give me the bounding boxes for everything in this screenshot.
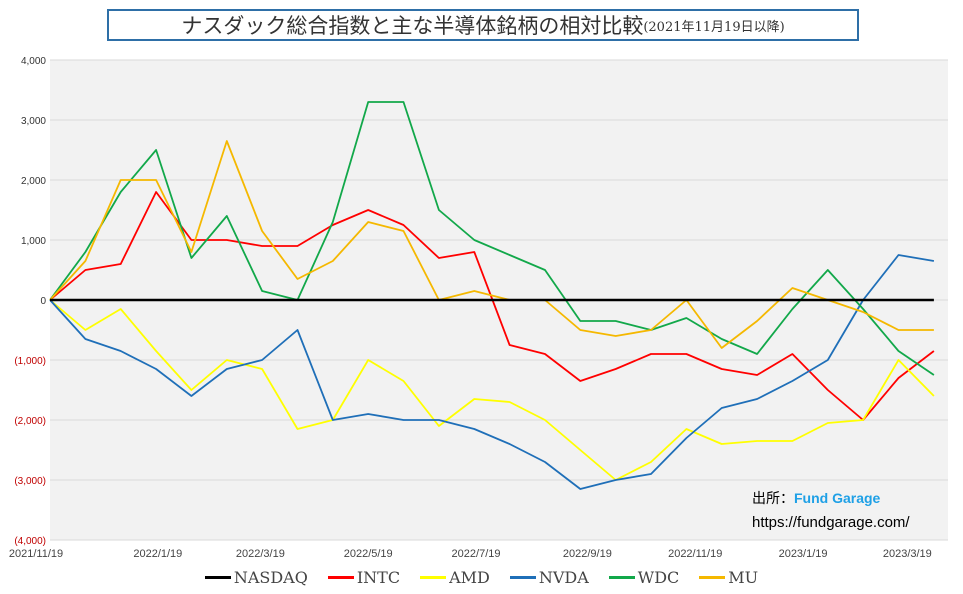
legend-item-intc: INTC [327,568,401,587]
series-line-intc [49,191,935,421]
series-line-mu [49,140,934,349]
chart-subtitle: (2021年11月19日以降) [643,19,785,35]
y-tick-label: 2,000 [21,176,46,187]
x-tick-label: 2022/5/19 [344,548,393,560]
legend-swatch [204,576,231,579]
y-tick-label: (4,000) [14,536,46,547]
x-tick-label: 2023/3/19 [883,548,932,560]
legend: NASDAQ INTC AMD NVDA WDC MU [0,568,963,587]
x-tick-label: 2023/1/19 [779,548,828,560]
x-tick-label: 2022/1/19 [133,548,182,560]
chart-title-box: ナスダック総合指数と主な半導体銘柄の相対比較 (2021年11月19日以降) [107,9,859,41]
legend-label: WDC [637,568,680,587]
legend-item-nasdaq: NASDAQ [204,568,308,587]
x-tick-label: 2021/11/19 [9,548,63,560]
source-label: 出所： [752,490,794,506]
series-line-nvda [49,254,935,490]
source-credit: 出所：Fund Garage [752,488,880,508]
legend-item-amd: AMD [420,568,490,587]
legend-item-wdc: WDC [608,568,680,587]
x-tick-label: 2022/11/19 [668,548,722,560]
series-line-amd [49,299,935,481]
source-name: Fund Garage [794,490,881,506]
legend-label: NVDA [538,568,589,587]
series-line-wdc [49,101,935,376]
legend-item-mu: MU [699,568,758,587]
y-tick-label: 1,000 [21,236,46,247]
x-tick-label: 2022/9/19 [563,548,612,560]
y-tick-label: (1,000) [14,356,46,367]
x-tick-label: 2022/7/19 [452,548,501,560]
legend-swatch [699,576,726,579]
legend-label: AMD [449,568,490,587]
legend-swatch [509,576,536,579]
legend-item-nvda: NVDA [509,568,589,587]
y-tick-label: 4,000 [21,56,46,67]
y-tick-label: 3,000 [21,116,46,127]
y-tick-label: (2,000) [14,416,46,427]
legend-label: MU [728,568,759,587]
legend-label: INTC [356,568,401,587]
legend-label: NASDAQ [233,568,308,587]
legend-swatch [327,576,354,579]
y-tick-label: 0 [40,296,46,307]
legend-swatch [608,576,635,579]
x-tick-label: 2022/3/19 [236,548,285,560]
legend-swatch [420,576,447,579]
y-tick-label: (3,000) [14,476,46,487]
source-url: https://fundgarage.com/ [752,514,910,531]
chart-title: ナスダック総合指数と主な半導体銘柄の相対比較 [181,14,644,38]
